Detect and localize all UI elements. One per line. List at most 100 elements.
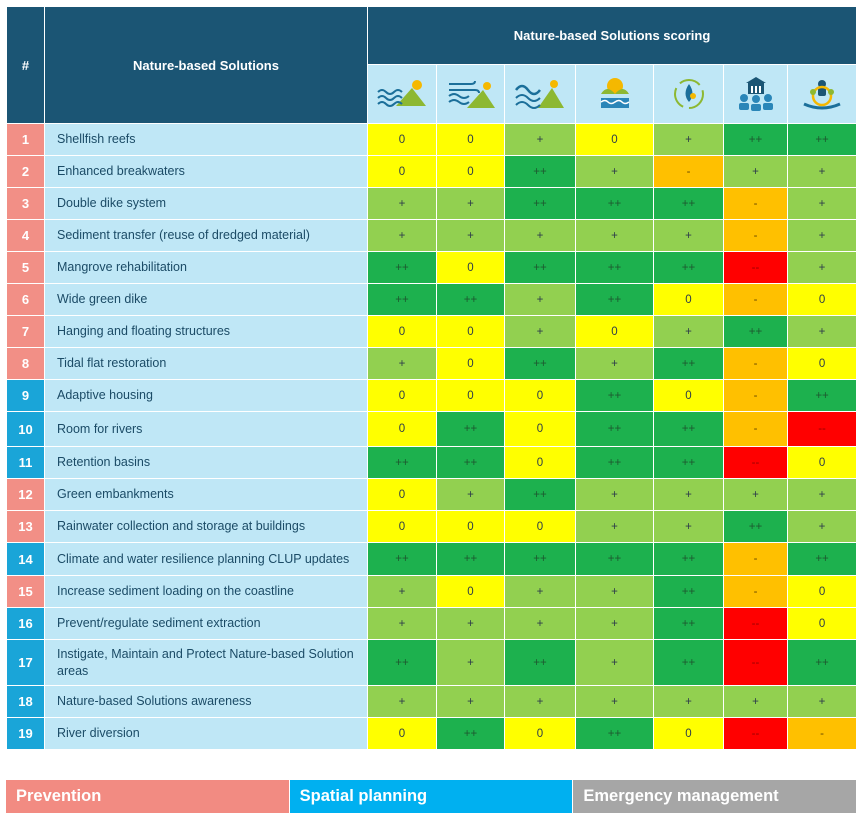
solution-name: Room for rivers (44, 411, 368, 447)
solution-name: Sediment transfer (reuse of dredged mate… (44, 219, 368, 252)
table-row: 3 Double dike system + + ++ ++ ++ - + (6, 187, 858, 220)
score-cell: ++ (653, 639, 724, 686)
score-cell: + (653, 315, 724, 348)
solution-name: Nature-based Solutions awareness (44, 685, 368, 718)
score-cell: + (436, 639, 505, 686)
score-cell: ++ (786, 639, 858, 686)
legend-emergency-management: Emergency management (573, 780, 857, 813)
score-cell: + (367, 347, 437, 380)
sea-level-rise-icon (505, 76, 575, 112)
score-cell: 0 (504, 379, 576, 412)
num-column-header: # (6, 6, 45, 124)
score-cell: ++ (723, 510, 788, 543)
score-cell: ++ (436, 446, 505, 479)
score-cell: ++ (653, 446, 724, 479)
storm-wind-icon-cell (436, 64, 505, 124)
score-cell: + (367, 607, 437, 640)
score-cell: ++ (575, 542, 654, 576)
table-row: 1 Shellfish reefs 0 0 +0 + ++ ++ (6, 123, 858, 156)
score-cell: -- (723, 717, 788, 750)
score-cell: 0 (786, 446, 858, 479)
nbs-table-container: # Nature-based Solutions Nature-based So… (6, 6, 858, 750)
score-cell: ++ (504, 542, 576, 576)
solution-name: Enhanced breakwaters (44, 155, 368, 188)
score-cell: 0 (436, 347, 505, 380)
score-cell: ++ (367, 251, 437, 284)
score-cell: + (786, 315, 858, 348)
score-cell: 0 (436, 575, 505, 608)
score-cell: ++ (653, 347, 724, 380)
nbs-scoring-table: # Nature-based Solutions Nature-based So… (6, 6, 858, 750)
score-cell: + (504, 283, 576, 316)
score-cell: 0 (367, 315, 437, 348)
score-cell: 0 (367, 411, 437, 447)
solution-name: Wide green dike (44, 283, 368, 316)
ecosystem-icon (576, 76, 653, 112)
solution-name: Tidal flat restoration (44, 347, 368, 380)
score-cell: 0 (653, 283, 724, 316)
score-cell: + (504, 607, 576, 640)
score-cell: - (723, 575, 788, 608)
score-cell: 0 (504, 717, 576, 750)
score-cell: 0 (436, 315, 505, 348)
solution-name: Rainwater collection and storage at buil… (44, 510, 368, 543)
score-cell: 0 (653, 379, 724, 412)
score-cell: ++ (367, 639, 437, 686)
table-row: 11 Retention basins ++ ++ 0 ++ ++ -- 0 (6, 446, 858, 479)
score-cell: + (504, 685, 576, 718)
score-cell: + (575, 478, 654, 511)
score-cell: 0 (436, 155, 505, 188)
score-cell: 0 (436, 379, 505, 412)
score-cell: ++ (504, 347, 576, 380)
solution-name: Mangrove rehabilitation (44, 251, 368, 284)
score-cell: + (575, 510, 654, 543)
score-cell: ++ (436, 411, 505, 447)
row-number: 7 (6, 315, 45, 348)
score-cell: + (653, 123, 724, 156)
score-cell: - (723, 542, 788, 576)
row-number: 1 (6, 123, 45, 156)
score-cell: ++ (575, 251, 654, 284)
score-cell: 0 (367, 510, 437, 543)
score-cell: ++ (653, 607, 724, 640)
table-row: 12 Green embankments 0 + ++ + + + + (6, 478, 858, 511)
table-row: 18 Nature-based Solutions awareness + + + + + +… (6, 685, 858, 718)
table-row: 7 Hanging and floating structures 0 0 +0 + ++ + (6, 315, 858, 348)
table-row: 17 Instigate, Maintain and Protect Nature… (6, 639, 858, 686)
score-cell: + (436, 607, 505, 640)
legend-spatial-planning: Spatial planning (289, 780, 573, 813)
community-icon (724, 76, 787, 112)
score-cell: ++ (504, 187, 576, 220)
table-row: 10 Room for rivers 0 ++ 0 ++ ++ - -- (6, 411, 858, 447)
score-cell: + (786, 685, 858, 718)
score-cell: 0 (504, 446, 576, 479)
score-cell: + (436, 219, 505, 252)
score-cell: ++ (436, 283, 505, 316)
score-cell: + (367, 219, 437, 252)
score-cell: + (367, 575, 437, 608)
score-cell: ++ (575, 411, 654, 447)
table-row: 6 Wide green dike ++ ++ + ++ 0-0 (6, 283, 858, 316)
solution-name: Double dike system (44, 187, 368, 220)
score-cell: 0 (436, 510, 505, 543)
score-cell: + (723, 155, 788, 188)
sea-level-rise-icon-cell (504, 64, 576, 124)
table-row: 14 Climate and water resilience planning … (6, 542, 858, 576)
table-row: 15 Increase sediment loading on the coast… (6, 575, 858, 608)
score-cell: ++ (436, 542, 505, 576)
score-cell: + (575, 607, 654, 640)
score-cell: ++ (575, 187, 654, 220)
score-cell: ++ (786, 542, 858, 576)
score-cell: + (786, 251, 858, 284)
score-cell: 0 (367, 123, 437, 156)
row-number: 11 (6, 446, 45, 479)
score-cell: 0 (504, 510, 576, 543)
score-cell: ++ (504, 251, 576, 284)
score-cell: + (786, 219, 858, 252)
score-cell: + (504, 315, 576, 348)
score-cell: ++ (653, 575, 724, 608)
score-cell: 0 (504, 411, 576, 447)
score-cell: 0 (436, 123, 505, 156)
score-cell: ++ (723, 123, 788, 156)
solution-name: Prevent/regulate sediment extraction (44, 607, 368, 640)
